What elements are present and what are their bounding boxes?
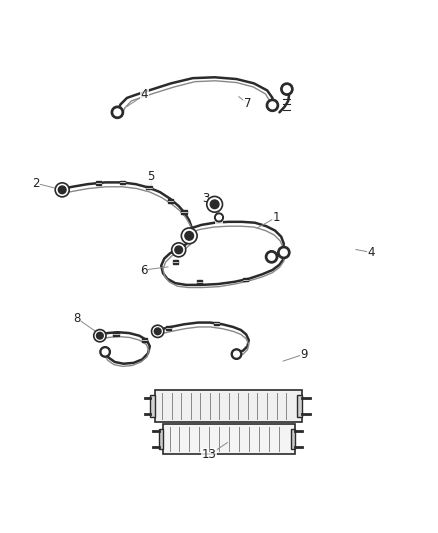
Circle shape: [280, 249, 287, 256]
Circle shape: [210, 200, 219, 208]
Text: 7: 7: [244, 97, 251, 110]
Circle shape: [152, 325, 164, 337]
Circle shape: [283, 86, 290, 93]
Circle shape: [100, 346, 110, 357]
Circle shape: [268, 254, 275, 260]
Circle shape: [96, 333, 103, 339]
Circle shape: [233, 351, 240, 357]
Text: 1: 1: [272, 211, 280, 224]
Bar: [150, 395, 155, 417]
Circle shape: [172, 243, 186, 257]
Bar: [181, 210, 187, 214]
Circle shape: [102, 349, 108, 355]
Bar: [120, 181, 125, 184]
Bar: [297, 395, 302, 417]
Bar: [291, 429, 295, 449]
Circle shape: [114, 109, 121, 116]
Circle shape: [231, 349, 242, 359]
Bar: [179, 245, 184, 248]
Text: 5: 5: [148, 170, 155, 183]
Text: 2: 2: [32, 177, 40, 190]
Bar: [214, 321, 219, 325]
Circle shape: [55, 183, 69, 197]
Circle shape: [154, 328, 161, 335]
Text: 13: 13: [202, 448, 217, 462]
Circle shape: [185, 231, 194, 240]
Bar: [243, 278, 248, 281]
Circle shape: [181, 228, 197, 244]
Circle shape: [281, 83, 293, 95]
Circle shape: [265, 251, 278, 263]
Circle shape: [175, 246, 183, 254]
Circle shape: [278, 246, 290, 259]
Bar: [163, 424, 295, 454]
Bar: [96, 181, 101, 185]
Circle shape: [58, 186, 66, 193]
Bar: [197, 280, 202, 284]
Circle shape: [269, 102, 276, 109]
Text: 4: 4: [215, 212, 223, 225]
Circle shape: [111, 106, 124, 118]
Bar: [146, 186, 152, 190]
Bar: [166, 326, 171, 329]
Text: 9: 9: [300, 348, 308, 361]
Text: 8: 8: [73, 312, 80, 325]
Circle shape: [207, 197, 223, 212]
Bar: [159, 429, 163, 449]
Bar: [168, 199, 173, 203]
Circle shape: [216, 215, 221, 220]
Bar: [155, 390, 302, 422]
Bar: [173, 260, 178, 264]
Bar: [113, 333, 119, 336]
Circle shape: [266, 99, 279, 111]
Text: 6: 6: [140, 263, 148, 277]
Bar: [142, 338, 147, 342]
Circle shape: [215, 213, 223, 222]
Text: 3: 3: [202, 192, 209, 205]
Circle shape: [94, 329, 106, 342]
Text: 4: 4: [141, 88, 148, 101]
Text: 4: 4: [367, 246, 375, 259]
